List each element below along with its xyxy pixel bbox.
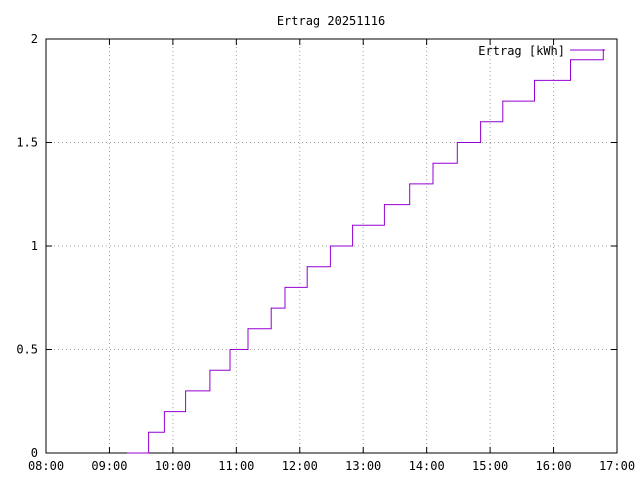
y-tick-label: 1.5 [16, 136, 38, 150]
x-tick-label: 09:00 [91, 459, 127, 473]
x-tick-label: 15:00 [472, 459, 508, 473]
x-axis-tick-labels: 08:00 09:00 10:00 11:00 12:00 13:00 14:00 15:00… [28, 459, 635, 473]
data-point [247, 328, 249, 330]
data-point [229, 349, 231, 350]
gridlines [46, 39, 617, 453]
data-point [284, 286, 286, 288]
x-tick-label: 13:00 [345, 459, 381, 473]
data-point [185, 390, 187, 392]
legend: Ertrag [kWh] [478, 44, 605, 58]
data-point [352, 224, 354, 226]
data-point [383, 204, 385, 206]
x-tick-label: 12:00 [282, 459, 318, 473]
axis-ticks [45, 38, 618, 454]
data-point [270, 307, 272, 309]
data-point [209, 369, 211, 371]
data-point [432, 162, 434, 164]
chart-title: Ertrag 20251116 [277, 14, 385, 28]
data-point [329, 245, 331, 247]
y-tick-label: 0.5 [16, 343, 38, 357]
data-point [148, 431, 150, 433]
y-tick-label: 0 [31, 446, 38, 460]
x-tick-label: 14:00 [409, 459, 445, 473]
data-point [126, 452, 128, 454]
x-tick-label: 17:00 [599, 459, 635, 473]
legend-label: Ertrag [kWh] [478, 44, 565, 58]
x-tick-label: 16:00 [535, 459, 571, 473]
data-point [306, 266, 308, 268]
series-layer [126, 48, 604, 454]
y-tick-label: 2 [31, 32, 38, 46]
data-point [534, 79, 535, 81]
data-point [163, 411, 165, 413]
series-step-line [127, 49, 604, 454]
data-point [570, 59, 571, 61]
data-point [456, 142, 458, 143]
x-tick-label: 08:00 [28, 459, 64, 473]
x-tick-label: 11:00 [218, 459, 254, 473]
data-point [409, 183, 411, 185]
y-tick-label: 1 [31, 239, 38, 253]
data-point [480, 121, 482, 123]
x-tick-label: 10:00 [155, 459, 191, 473]
y-axis-tick-labels: 0 0.5 1 1.5 2 [16, 32, 38, 460]
data-point [502, 100, 504, 102]
